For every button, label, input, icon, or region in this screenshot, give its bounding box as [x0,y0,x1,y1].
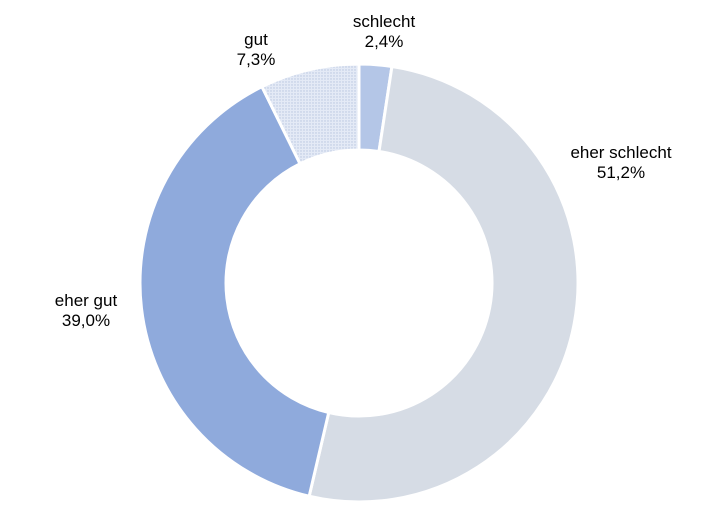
slice-value-eher-schlecht: 51,2% [597,163,645,182]
slice-label-eher-schlecht: eher schlecht [570,143,671,162]
slice-label-gut: gut [244,30,268,49]
slice-label-schlecht: schlecht [353,12,416,31]
slice-value-schlecht: 2,4% [365,32,404,51]
slices-group [138,62,580,504]
slice-eher-schlecht [307,64,580,504]
slice-gut [259,62,361,166]
slice-label-eher-gut: eher gut [55,291,118,310]
slice-eher-gut [138,84,331,499]
slice-value-eher-gut: 39,0% [62,311,110,330]
slice-value-gut: 7,3% [237,50,276,69]
